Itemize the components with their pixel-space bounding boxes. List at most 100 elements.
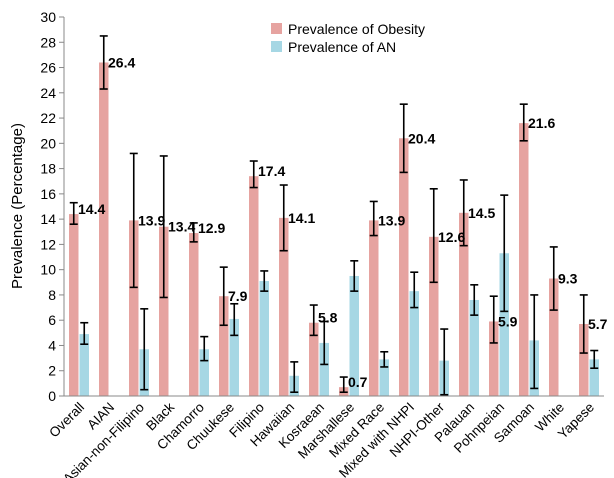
obesity-error-bar bbox=[399, 103, 408, 174]
obesity-error-bar bbox=[579, 294, 588, 354]
obesity-value-label: 0.7 bbox=[348, 374, 368, 390]
obesity-value-label: 13.4 bbox=[168, 219, 195, 235]
obesity-bar bbox=[489, 321, 499, 396]
obesity-bar bbox=[279, 217, 289, 396]
an-bar bbox=[409, 291, 419, 396]
legend-label: Prevalence of Obesity bbox=[288, 21, 425, 37]
legend-swatch bbox=[271, 23, 282, 34]
an-error-bar bbox=[410, 271, 419, 309]
obesity-error-bar bbox=[519, 103, 528, 142]
y-tick-label: 14 bbox=[40, 211, 56, 227]
obesity-value-label: 17.4 bbox=[258, 163, 285, 179]
y-tick-label: 0 bbox=[48, 388, 56, 404]
obesity-bar bbox=[399, 138, 409, 396]
y-tick-label: 16 bbox=[40, 186, 56, 202]
legend: Prevalence of Obesity Prevalence of AN bbox=[271, 21, 425, 55]
obesity-error-bar bbox=[489, 295, 498, 344]
obesity-error-bar bbox=[249, 160, 258, 189]
obesity-value-label: 21.6 bbox=[528, 115, 555, 131]
obesity-bar bbox=[579, 323, 589, 396]
obesity-value-label: 9.3 bbox=[558, 271, 578, 287]
x-category-label: Overall bbox=[46, 400, 87, 441]
obesity-bar bbox=[309, 322, 319, 396]
obesity-value-label: 26.4 bbox=[108, 54, 135, 70]
obesity-error-bar bbox=[309, 304, 318, 337]
an-error-bar bbox=[320, 320, 329, 366]
obesity-bar bbox=[519, 123, 529, 397]
an-error-bar bbox=[470, 284, 479, 316]
obesity-bar bbox=[159, 226, 169, 396]
obesity-bar bbox=[429, 236, 439, 396]
an-bar bbox=[349, 275, 359, 396]
obesity-error-bar bbox=[189, 222, 198, 243]
legend-item: Prevalence of Obesity bbox=[271, 21, 425, 37]
obesity-bar bbox=[369, 220, 379, 396]
obesity-bar bbox=[189, 233, 199, 396]
an-error-bar bbox=[260, 270, 269, 292]
y-tick-label: 22 bbox=[40, 110, 56, 126]
an-bar bbox=[199, 349, 209, 396]
y-tick-label: 10 bbox=[40, 262, 56, 278]
bars bbox=[69, 62, 599, 397]
obesity-error-bar bbox=[129, 152, 138, 289]
error-bars bbox=[69, 35, 599, 396]
legend-label: Prevalence of AN bbox=[288, 39, 396, 55]
y-tick-label: 24 bbox=[40, 85, 56, 101]
obesity-value-label: 14.4 bbox=[78, 201, 105, 217]
obesity-bar bbox=[99, 62, 109, 396]
an-bar bbox=[229, 318, 239, 396]
obesity-value-label: 13.9 bbox=[138, 212, 165, 228]
obesity-bar bbox=[219, 296, 229, 396]
y-tick-label: 20 bbox=[40, 135, 56, 151]
an-error-bar bbox=[530, 294, 539, 390]
obesity-error-bar bbox=[279, 184, 288, 252]
obesity-value-label: 5.9 bbox=[498, 313, 518, 329]
y-tick-label: 28 bbox=[40, 34, 56, 50]
data-labels: 14.426.413.9 13.4 12.97.917.414.15.80.713.… bbox=[78, 54, 608, 390]
an-error-bar bbox=[380, 350, 389, 368]
obesity-error-bar bbox=[429, 188, 438, 284]
an-error-bar bbox=[140, 308, 149, 391]
obesity-value-label: 12.6 bbox=[438, 229, 465, 245]
obesity-bar bbox=[459, 212, 469, 396]
y-tick-label: 2 bbox=[48, 363, 56, 379]
y-tick-label: 8 bbox=[48, 287, 56, 303]
obesity-value-label: 14.1 bbox=[288, 210, 315, 226]
y-tick-label: 12 bbox=[40, 236, 56, 252]
an-error-bar bbox=[350, 260, 359, 292]
obesity-error-bar bbox=[159, 155, 168, 299]
obesity-error-bar bbox=[69, 201, 78, 225]
an-bar bbox=[379, 359, 389, 396]
y-tick-label: 30 bbox=[40, 9, 56, 25]
an-bar bbox=[79, 334, 89, 396]
obesity-bar bbox=[549, 278, 559, 396]
y-tick-label: 6 bbox=[48, 312, 56, 328]
an-error-bar bbox=[200, 335, 209, 362]
an-error-bar bbox=[500, 194, 509, 313]
obesity-value-label: 7.9 bbox=[228, 288, 248, 304]
an-error-bar bbox=[290, 361, 299, 394]
an-error-bar bbox=[440, 328, 449, 396]
obesity-value-label: 5.7 bbox=[588, 316, 608, 332]
axes bbox=[63, 17, 604, 397]
obesity-value-label: 12.9 bbox=[198, 220, 225, 236]
y-tick-label: 4 bbox=[48, 337, 56, 353]
an-bar bbox=[589, 359, 599, 396]
y-tick-label: 18 bbox=[40, 161, 56, 177]
legend-item: Prevalence of AN bbox=[271, 39, 396, 55]
x-axis-category-labels: OverallAIANAsian-non-FilipinoBlackChamor… bbox=[46, 399, 597, 478]
obesity-error-bar bbox=[339, 376, 348, 394]
y-tick-label: 26 bbox=[40, 60, 56, 76]
an-bar bbox=[469, 299, 479, 396]
legend-swatch bbox=[271, 41, 282, 52]
an-error-bar bbox=[590, 349, 599, 370]
obesity-error-bar bbox=[99, 35, 108, 90]
obesity-error-bar bbox=[369, 200, 378, 237]
an-error-bar bbox=[230, 302, 239, 337]
y-axis-title: Prevalence (Percentage) bbox=[9, 123, 26, 289]
obesity-error-bar bbox=[459, 179, 468, 247]
obesity-value-label: 13.9 bbox=[378, 212, 405, 228]
an-bar bbox=[259, 281, 269, 396]
an-bar bbox=[499, 253, 509, 396]
